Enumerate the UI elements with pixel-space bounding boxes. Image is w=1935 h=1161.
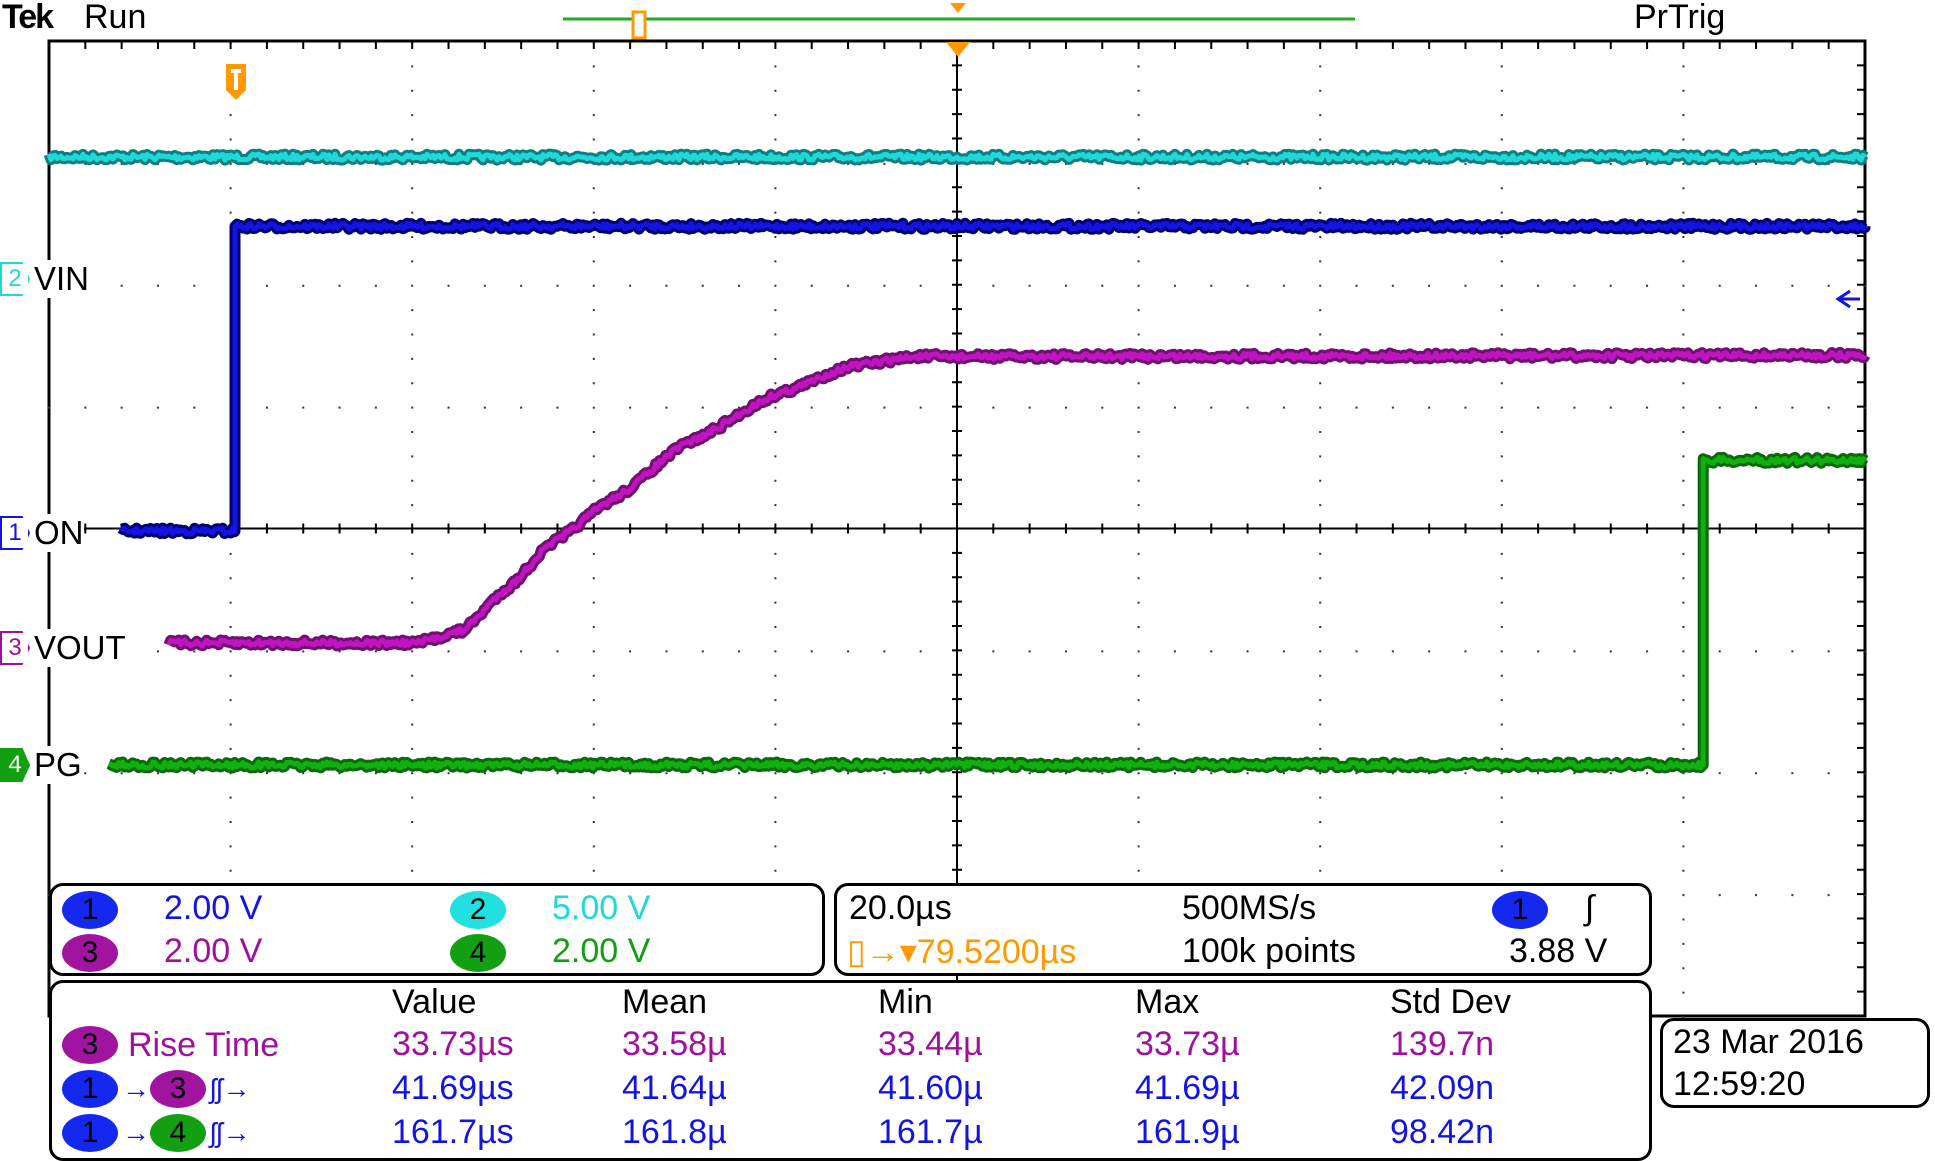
channel-1-badge[interactable]: 1 <box>62 891 118 930</box>
target-badge: 4 <box>150 1114 206 1152</box>
channel-3-label[interactable]: 3 VOUT <box>0 629 126 667</box>
rising-edges-icon: ʃʃ→ <box>210 1117 251 1148</box>
delay-1-4-value: 161.7µs <box>392 1113 514 1151</box>
brand-logo: Tek <box>2 0 54 36</box>
arrow-icon: → <box>122 1117 150 1148</box>
channel-2-ground-marker[interactable]: 2 <box>0 262 30 296</box>
rise-time-mean: 33.58µ <box>622 1025 727 1063</box>
trigger-time-marker-glyph <box>231 69 241 90</box>
channel-1-scale[interactable]: 2.00 V <box>164 889 263 927</box>
trigger-center-marker-icon <box>946 42 970 57</box>
channel-2-name: VIN <box>34 260 90 297</box>
channel-1-name: ON <box>34 514 84 551</box>
measurement-panel: Value Mean Min Max Std Dev 3 Rise Time 1… <box>49 980 1652 1161</box>
rise-time-min: 33.44µ <box>878 1025 983 1063</box>
measurement-name: Rise Time <box>128 1025 280 1064</box>
record-length: 100k points <box>1182 932 1356 970</box>
trace-vout-shadow <box>163 346 1871 652</box>
channel-2-badge[interactable]: 2 <box>450 891 506 930</box>
header-std-dev: Std Dev <box>1390 983 1511 1021</box>
source-badge: 1 <box>62 1070 118 1108</box>
source-badge: 1 <box>62 1114 118 1152</box>
measurement-row-delay-1-3[interactable]: 1 → 3 ʃʃ→ <box>62 1069 250 1109</box>
trigger-level-arrow-icon <box>1835 289 1860 309</box>
channel-3-name: VOUT <box>34 629 126 666</box>
channel-2-scale[interactable]: 5.00 V <box>552 889 651 927</box>
trigger-state: PrTrig <box>1634 0 1726 36</box>
channel-3-ground-marker[interactable]: 3 <box>0 631 30 665</box>
rising-edges-icon: ʃʃ→ <box>210 1073 251 1104</box>
trigger-level[interactable]: 3.88 V <box>1509 932 1608 970</box>
channel-3-badge[interactable]: 3 <box>62 934 118 973</box>
acquisition-status: Run <box>84 0 147 36</box>
delay-1-3-mean: 41.64µ <box>622 1069 727 1107</box>
channel-2-label[interactable]: 2 VIN <box>0 260 90 298</box>
trace-vout <box>166 349 1868 649</box>
trigger-source-badge[interactable]: 1 <box>1492 891 1548 930</box>
target-badge: 3 <box>150 1070 206 1108</box>
channel-1-label[interactable]: 1 ON <box>0 514 84 552</box>
header-min: Min <box>878 983 933 1021</box>
source-badge: 3 <box>62 1026 118 1064</box>
delay-1-3-max: 41.69µ <box>1135 1069 1240 1107</box>
delay-1-3-std-dev: 42.09n <box>1390 1069 1494 1107</box>
header-value: Value <box>392 983 477 1021</box>
rising-edge-icon[interactable]: ∫ <box>1585 889 1595 927</box>
delay-1-3-value: 41.69µs <box>392 1069 514 1107</box>
delay-1-4-max: 161.9µ <box>1135 1113 1240 1151</box>
channel-4-badge[interactable]: 4 <box>450 934 506 973</box>
delay-1-3-min: 41.60µ <box>878 1069 983 1107</box>
channel-4-scale[interactable]: 2.00 V <box>552 932 651 970</box>
time-per-div[interactable]: 20.0µs <box>849 889 952 927</box>
delay-1-4-std-dev: 98.42n <box>1390 1113 1494 1151</box>
time: 12:59:20 <box>1673 1065 1806 1103</box>
trigger-position-marker-icon <box>631 10 647 40</box>
header-mean: Mean <box>622 983 708 1021</box>
trigger-position[interactable]: ▯→▾79.5200µs <box>847 933 1077 971</box>
trigger-marker-icon: ▯→▾ <box>847 933 917 971</box>
channel-1-ground-marker[interactable]: 1 <box>0 516 30 550</box>
expansion-point-icon <box>950 3 966 13</box>
sample-rate: 500MS/s <box>1182 889 1317 927</box>
measurement-row-delay-1-4[interactable]: 1 → 4 ʃʃ→ <box>62 1113 250 1153</box>
datetime-box: 23 Mar 2016 12:59:20 <box>1660 1018 1930 1108</box>
rise-time-std-dev: 139.7n <box>1390 1025 1494 1063</box>
timebase-panel: 20.0µs 500MS/s 1 ∫ ▯→▾79.5200µs 100k poi… <box>834 883 1652 976</box>
channel-4-name: PG <box>34 746 82 783</box>
channel-3-scale[interactable]: 2.00 V <box>164 932 263 970</box>
measurement-row-rise-time[interactable]: 3 Rise Time <box>62 1025 279 1065</box>
header-max: Max <box>1135 983 1200 1021</box>
channel-4-label[interactable]: 4 PG <box>0 746 82 784</box>
channel-scale-panel: 1 2.00 V 2 5.00 V 3 2.00 V 4 2.00 V <box>49 883 825 976</box>
arrow-icon: → <box>122 1073 150 1104</box>
channel-4-ground-marker[interactable]: 4 <box>0 748 30 782</box>
delay-1-4-min: 161.7µ <box>878 1113 983 1151</box>
trace-on-shadow <box>117 217 1871 540</box>
trace-pg-shadow <box>105 451 1869 774</box>
trace-vin <box>46 151 1867 163</box>
trace-on <box>119 220 1868 537</box>
rise-time-value: 33.73µs <box>392 1025 514 1063</box>
delay-1-4-mean: 161.8µ <box>622 1113 727 1151</box>
date: 23 Mar 2016 <box>1673 1023 1864 1061</box>
trace-pg <box>107 454 1867 771</box>
rise-time-max: 33.73µ <box>1135 1025 1240 1063</box>
